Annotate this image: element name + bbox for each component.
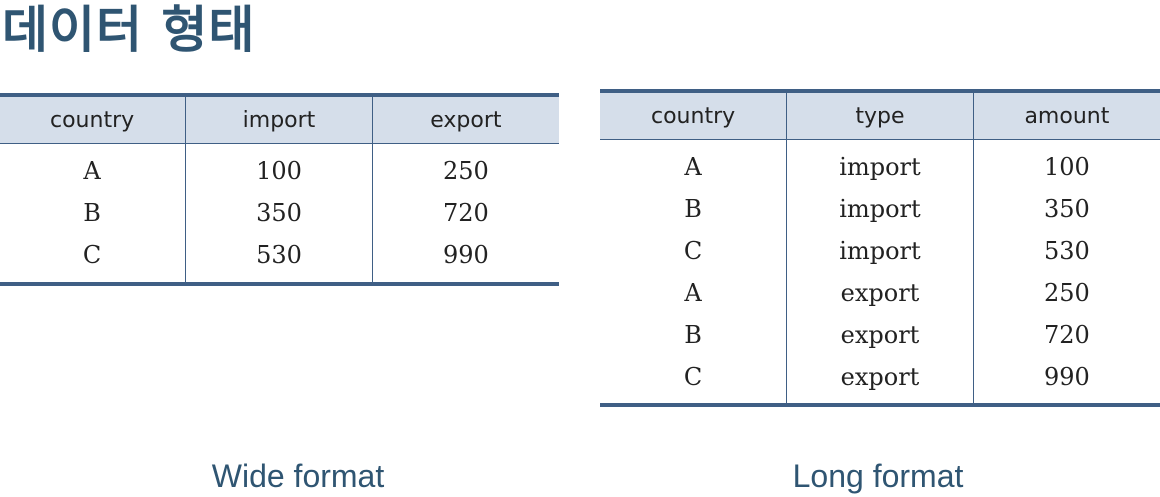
page-title: 데이터 형태 [2, 1, 256, 59]
table-cell: 990 [371, 234, 559, 284]
table-cell: B [83, 199, 101, 227]
table-header-row: country type amount [600, 91, 1160, 140]
long-format-caption: Long format [792, 458, 964, 494]
table-cell: 530 [185, 234, 373, 284]
table-cell: 250 [972, 272, 1160, 314]
table-cell: A [83, 157, 101, 185]
table-cell: export [786, 272, 974, 314]
table-cell: import [786, 188, 974, 230]
table-cell: B [684, 195, 702, 223]
table-cell: export [786, 356, 974, 405]
table-row: C import 530 [600, 230, 1160, 272]
table-row: C export 990 [600, 356, 1160, 405]
table-row: C 530 990 [0, 234, 559, 284]
table-cell: 530 [972, 230, 1160, 272]
table-row: B export 720 [600, 314, 1160, 356]
table-cell: 720 [371, 192, 559, 234]
table-row: B import 350 [600, 188, 1160, 230]
column-header-import: import [185, 95, 373, 144]
table-cell: 100 [185, 143, 373, 192]
table-row: A export 250 [600, 272, 1160, 314]
table-cell: 990 [972, 356, 1160, 405]
table-row: B 350 720 [0, 192, 559, 234]
table-cell: C [683, 237, 703, 265]
long-format-table: country type amount A import 100 B impor… [600, 89, 1160, 407]
table-cell: C [82, 241, 102, 269]
column-header-type: type [786, 91, 974, 140]
table-cell: A [684, 279, 702, 307]
column-header-country: country [50, 107, 135, 133]
table-cell: C [683, 363, 703, 391]
wide-format-table: country import export A 100 250 B 350 72… [0, 93, 559, 286]
column-header-country: country [651, 103, 736, 129]
table-cell: B [684, 321, 702, 349]
table-cell: export [786, 314, 974, 356]
table-cell: import [786, 230, 974, 272]
column-header-export: export [371, 95, 559, 144]
table-row: A 100 250 [0, 143, 559, 192]
table-cell: import [786, 139, 974, 188]
table-cell: 100 [972, 139, 1160, 188]
table-cell: 350 [972, 188, 1160, 230]
table-cell: 350 [185, 192, 373, 234]
table-cell: 250 [371, 143, 559, 192]
table-cell: A [684, 153, 702, 181]
wide-format-caption: Wide format [211, 458, 385, 494]
column-header-amount: amount [972, 91, 1160, 140]
table-cell: 720 [972, 314, 1160, 356]
table-header-row: country import export [0, 95, 559, 144]
table-row: A import 100 [600, 139, 1160, 188]
